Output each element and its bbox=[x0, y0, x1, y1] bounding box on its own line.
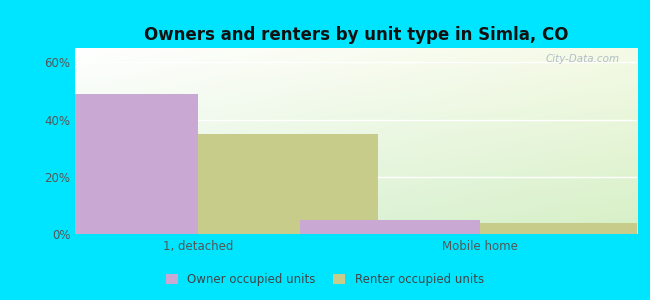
Bar bbox=[18, 94, 198, 234]
Text: City-Data.com: City-Data.com bbox=[546, 54, 620, 64]
Legend: Owner occupied units, Renter occupied units: Owner occupied units, Renter occupied un… bbox=[161, 269, 489, 291]
Bar bbox=[480, 223, 650, 234]
Title: Owners and renters by unit type in Simla, CO: Owners and renters by unit type in Simla… bbox=[144, 26, 568, 44]
Bar bbox=[198, 134, 378, 234]
Bar bbox=[300, 220, 480, 234]
